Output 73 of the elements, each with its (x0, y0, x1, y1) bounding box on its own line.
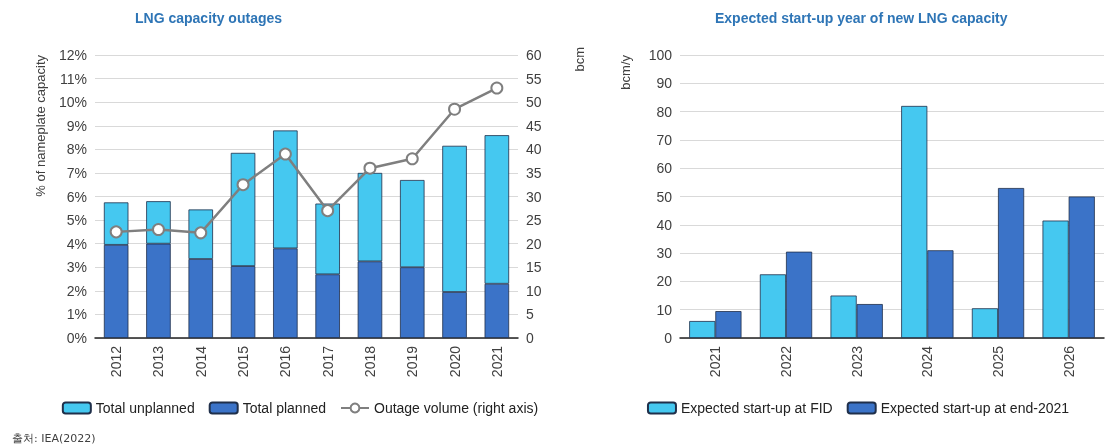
x-tick-label: 2018 (361, 345, 378, 378)
y2-tick-label: 60 (526, 47, 542, 63)
x-tick-label: 2023 (848, 345, 865, 378)
legend-label: Expected start-up at FID (680, 400, 833, 416)
y-tick-label: 40 (656, 216, 673, 233)
y2-tick-label: 20 (526, 235, 542, 252)
y-tick-label: 80 (656, 103, 673, 120)
y-tick-label: 10% (58, 94, 87, 111)
y2-tick-label: 45 (526, 117, 542, 134)
x-tick-label: 2017 (319, 345, 336, 378)
y2-tick-label: 10 (526, 282, 542, 299)
legend-label: Outage volume (right axis) (373, 400, 539, 416)
y-tick-label: 6% (66, 188, 87, 205)
y-tick-label: 90 (656, 75, 673, 92)
point (448, 102, 462, 116)
y-axis-title: bcm/y (618, 54, 633, 90)
point (405, 152, 419, 166)
y-axis-title: % of nameplate capacity (33, 54, 48, 197)
y-tick-label: 100 (648, 47, 673, 63)
x-tick-label: 2025 (990, 345, 1006, 378)
chart-title: LNG capacity outages (135, 10, 283, 26)
x-tick-label: 2012 (108, 345, 125, 378)
y-tick-label: 0% (66, 330, 87, 346)
x-tick-label: 2013 (150, 345, 167, 378)
y-tick-label: 50 (656, 188, 673, 205)
y-tick-label: 1% (66, 306, 87, 323)
x-tick-label: 2024 (919, 345, 936, 378)
y2-tick-label: 50 (526, 94, 542, 111)
point (363, 161, 377, 175)
point (109, 225, 123, 239)
point (321, 204, 335, 218)
y2-tick-label: 0 (526, 330, 534, 346)
chart-title: Expected start-up year of new LNG capacity (715, 10, 1008, 26)
x-tick-label: 2016 (277, 345, 294, 378)
x-tick-label: 2014 (192, 345, 209, 378)
y-tick-label: 5% (66, 212, 87, 229)
point (278, 147, 292, 161)
x-tick-label: 2021 (707, 345, 724, 378)
y2-tick-label: 25 (526, 212, 542, 229)
y-tick-label: 30 (656, 245, 673, 262)
y-tick-label: 11% (60, 70, 87, 87)
y-tick-label: 9% (66, 117, 87, 134)
x-tick-label: 2019 (404, 345, 421, 378)
y-tick-label: 2% (66, 282, 87, 299)
legend-label: Total unplanned (95, 400, 195, 416)
y2-tick-label: 35 (526, 164, 542, 181)
y2-tick-label: 5 (526, 306, 534, 323)
y-tick-label: 60 (656, 160, 673, 177)
point (490, 81, 504, 95)
y2-tick-label: 40 (526, 141, 542, 158)
y-tick-label: 3% (66, 259, 87, 276)
legend-label: Total planned (242, 400, 326, 416)
x-tick-label: 2020 (446, 345, 463, 378)
point (151, 223, 165, 237)
y-tick-label: 0 (664, 330, 673, 346)
point (236, 178, 250, 192)
y2-axis-title: bcm (572, 47, 587, 72)
y-tick-label: 8% (66, 141, 87, 158)
x-tick-label: 2015 (235, 345, 252, 378)
source-note: 출처: IEA(2022) (12, 432, 96, 445)
x-tick-label: 2026 (1060, 345, 1077, 378)
y-tick-label: 10 (656, 301, 673, 318)
y-tick-label: 7% (66, 164, 87, 181)
y-tick-label: 20 (656, 273, 673, 290)
legend-label: Expected start-up at end-2021 (880, 400, 1070, 416)
y-tick-label: 12% (58, 47, 87, 63)
y2-tick-label: 15 (526, 259, 542, 276)
y2-tick-label: 55 (526, 70, 542, 87)
y-tick-label: 70 (656, 131, 673, 148)
y-tick-label: 4% (66, 235, 87, 252)
x-tick-label: 2021 (488, 345, 505, 378)
y2-tick-label: 30 (526, 188, 542, 205)
x-tick-label: 2022 (778, 345, 794, 378)
